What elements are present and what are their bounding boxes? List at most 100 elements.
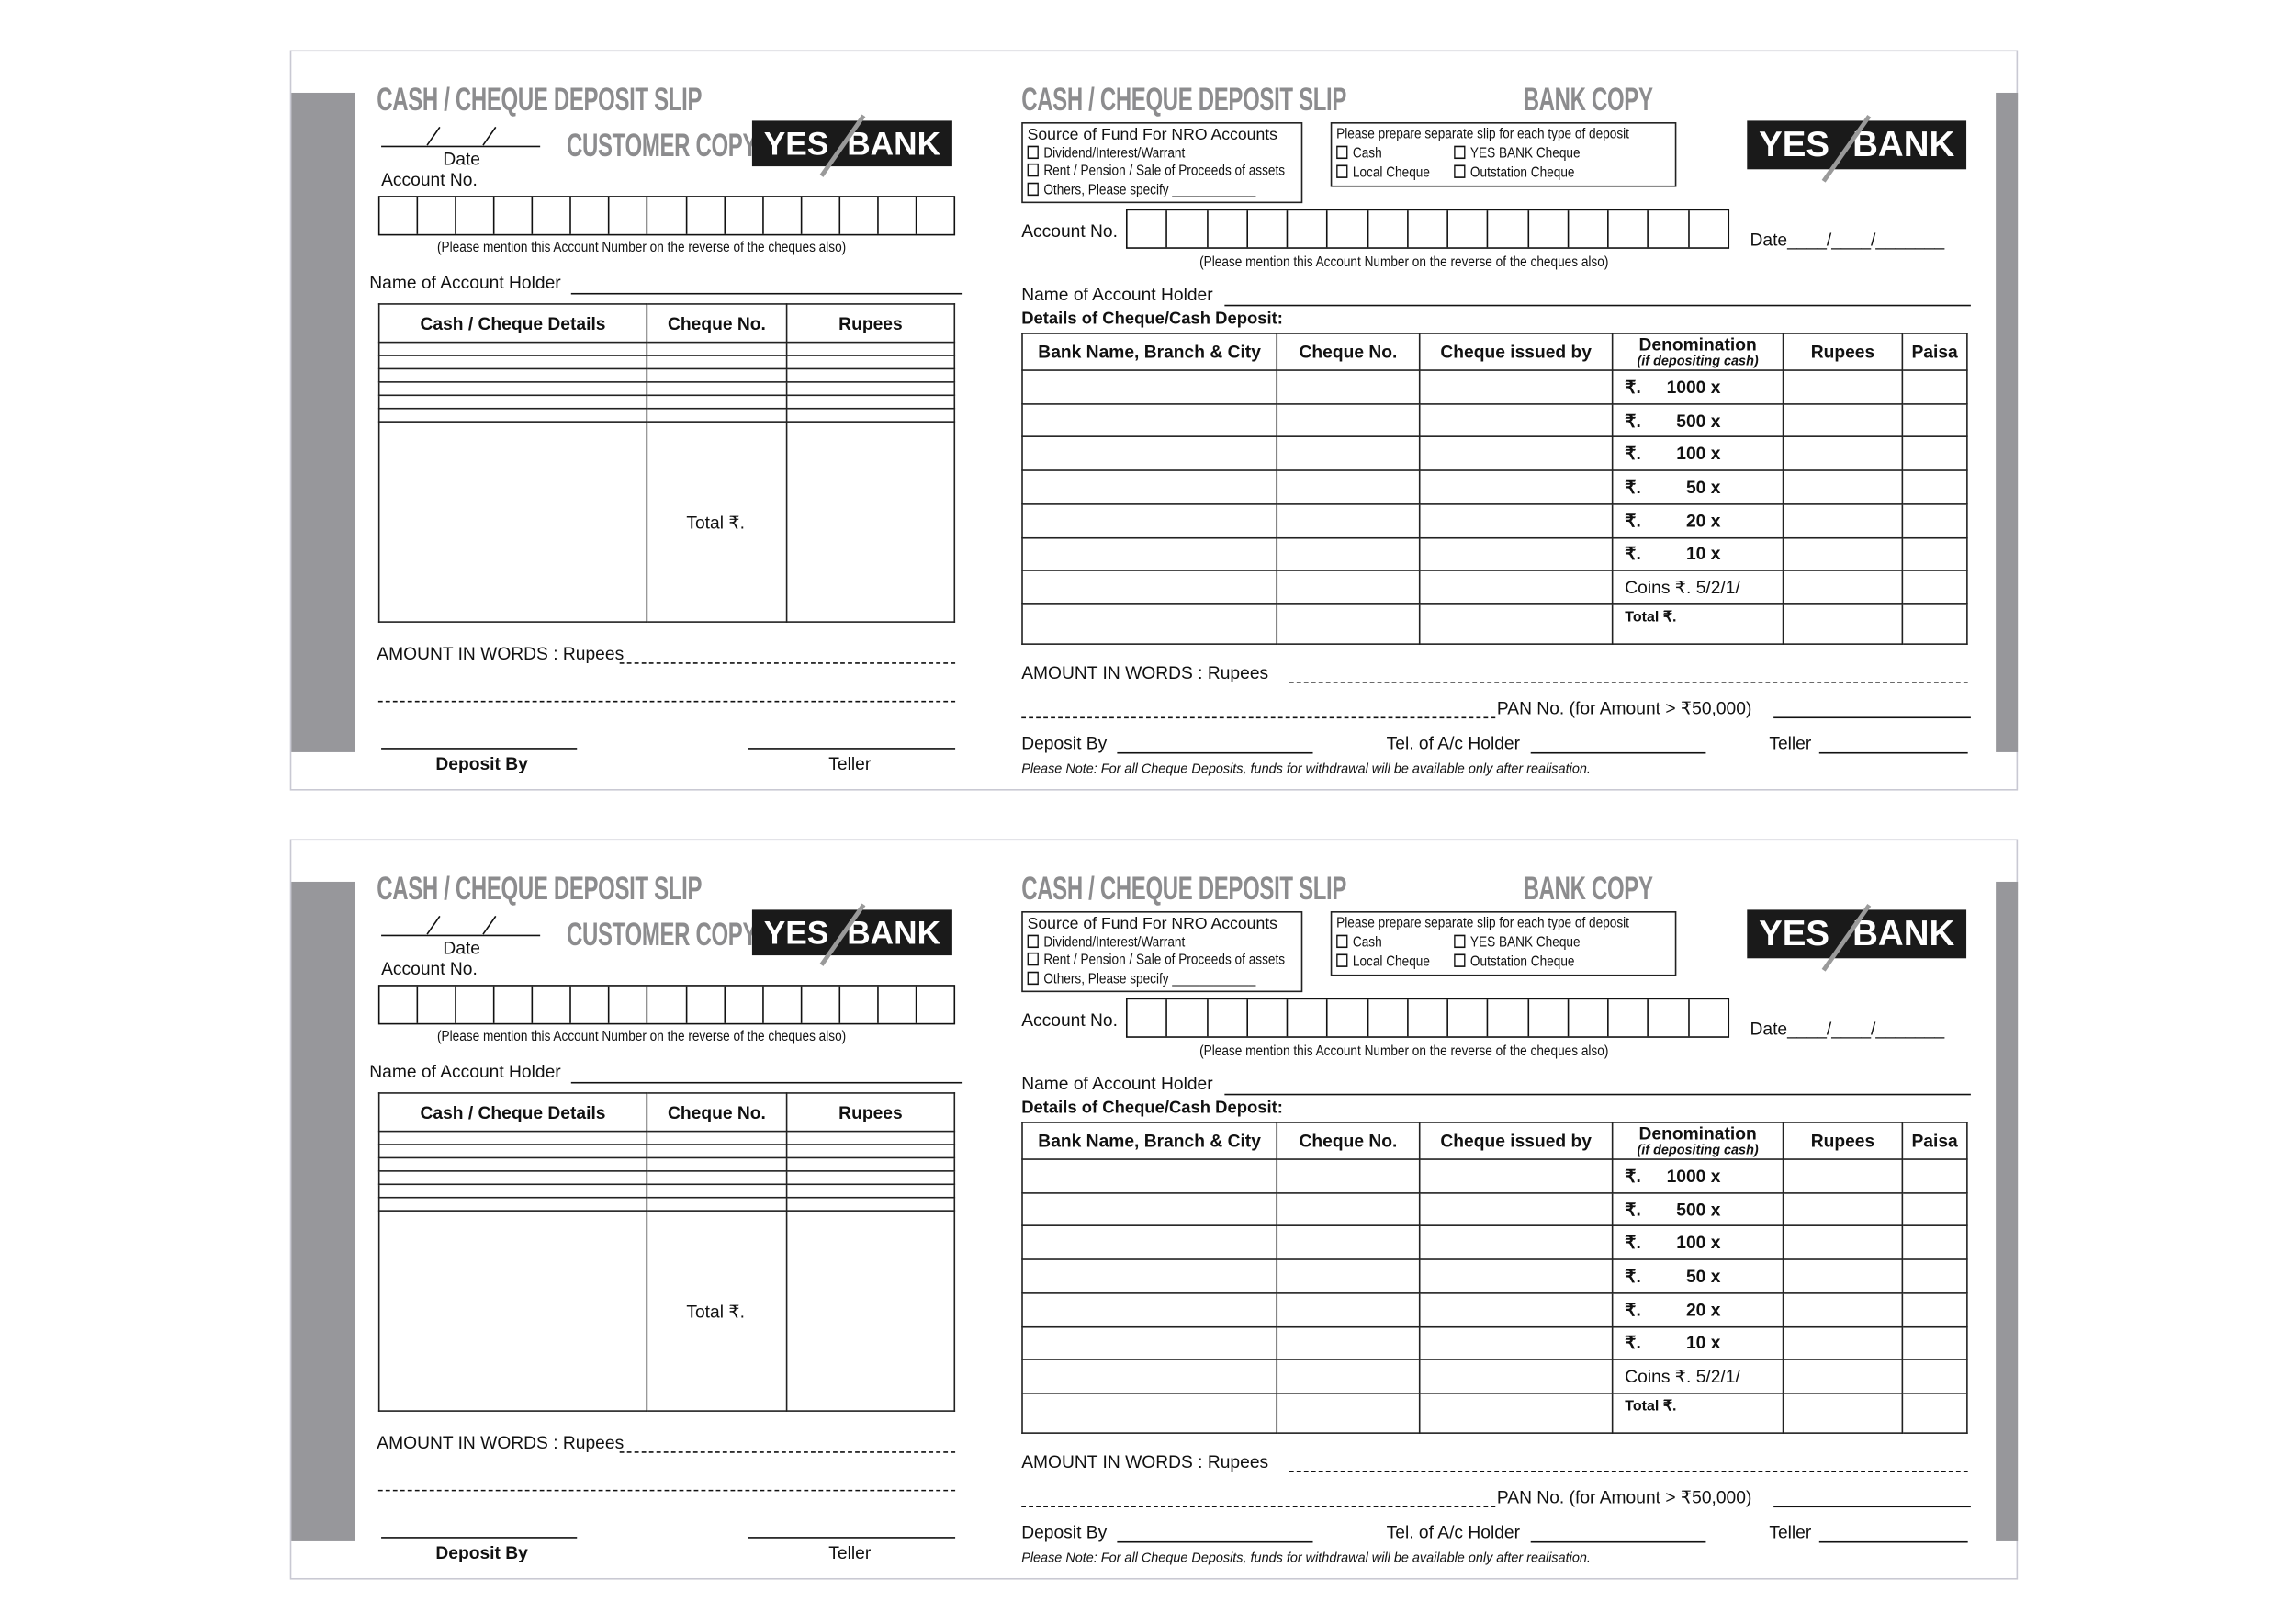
nro-option[interactable]: Dividend/Interest/Warrant bbox=[1027, 144, 1256, 164]
denomination-subtitle: (if depositing cash) bbox=[1637, 352, 1759, 367]
bank-teller-field[interactable] bbox=[1818, 751, 1968, 754]
checkbox[interactable] bbox=[1027, 181, 1039, 196]
tel-field[interactable] bbox=[1530, 1540, 1706, 1543]
table-row: ₹. 500 x bbox=[1021, 402, 1968, 438]
column-header: Cheque No. bbox=[1276, 1122, 1421, 1160]
customer-amount-words-field[interactable] bbox=[619, 1451, 956, 1453]
table-row: ₹. 10 x bbox=[1021, 536, 1968, 572]
deposit-type-option[interactable]: YES BANK Cheque bbox=[1454, 144, 1581, 164]
checkbox[interactable] bbox=[1027, 933, 1039, 948]
bank-amount-words-field[interactable] bbox=[1289, 682, 1968, 683]
bank-holder-field[interactable] bbox=[1224, 304, 1971, 307]
checkbox[interactable] bbox=[1027, 952, 1039, 966]
date-slash bbox=[426, 126, 441, 146]
customer-date-field[interactable] bbox=[381, 934, 541, 937]
bank-teller-field[interactable] bbox=[1818, 1540, 1968, 1543]
bank-account-note: (Please mention this Account Number on t… bbox=[1199, 254, 1609, 271]
bank-date-field[interactable]: Date____/____/_______ bbox=[1750, 230, 1945, 251]
customer-teller-field[interactable] bbox=[748, 748, 956, 750]
nro-option[interactable]: Dividend/Interest/Warrant bbox=[1027, 933, 1256, 953]
deposit-type-option[interactable]: YES BANK Cheque bbox=[1454, 933, 1581, 953]
bank-account-boxes[interactable] bbox=[1125, 209, 1730, 249]
withdrawal-note: Please Note: For all Cheque Deposits, fu… bbox=[1021, 1550, 1591, 1565]
customer-deposit-by-label: Deposit By bbox=[435, 1542, 528, 1563]
pan-field[interactable] bbox=[1773, 1506, 1971, 1508]
tel-field[interactable] bbox=[1530, 751, 1706, 754]
nro-option[interactable]: Others, Please specify ____________ bbox=[1027, 181, 1256, 200]
nro-option[interactable]: Rent / Pension / Sale of Proceeds of ass… bbox=[1027, 952, 1285, 971]
coins-label: Coins ₹. 5/2/1/ bbox=[1611, 570, 1784, 605]
customer-slip-title: CASH / CHEQUE DEPOSIT SLIP bbox=[377, 81, 703, 118]
bank-deposit-by-field[interactable] bbox=[1117, 1540, 1313, 1543]
total-label: Total ₹. bbox=[1611, 603, 1784, 645]
nro-option[interactable]: Rent / Pension / Sale of Proceeds of ass… bbox=[1027, 163, 1285, 182]
customer-deposit-by-field[interactable] bbox=[381, 748, 578, 750]
column-header: Cash / Cheque Details bbox=[377, 303, 648, 344]
nro-source-title: Source of Fund For NRO Accounts bbox=[1027, 915, 1278, 934]
deposit-type-box: Please prepare separate slip for each ty… bbox=[1330, 122, 1677, 187]
table-row bbox=[377, 1156, 956, 1172]
customer-amount-words-field-2[interactable] bbox=[377, 1489, 956, 1492]
right-gray-bar bbox=[1996, 92, 2019, 752]
deposit-type-option[interactable]: Cash bbox=[1336, 144, 1382, 161]
table-row bbox=[377, 1170, 956, 1186]
customer-holder-field[interactable] bbox=[570, 1081, 963, 1084]
right-gray-bar bbox=[1996, 881, 2019, 1541]
denomination: 50 x bbox=[1685, 477, 1721, 498]
bank-amount-words-field-2[interactable] bbox=[1021, 1506, 1496, 1508]
bank-date-field[interactable]: Date____/____/_______ bbox=[1750, 1018, 1945, 1040]
customer-account-boxes[interactable] bbox=[377, 196, 956, 236]
bank-account-boxes[interactable] bbox=[1125, 998, 1730, 1038]
yes-bank-logo: YES BANK bbox=[751, 903, 952, 966]
nro-option[interactable]: Others, Please specify ____________ bbox=[1027, 970, 1256, 989]
bank-teller-label: Teller bbox=[1769, 1522, 1812, 1543]
bank-deposit-by-field[interactable] bbox=[1117, 751, 1313, 754]
deposit-type-option[interactable]: Cash bbox=[1336, 933, 1382, 950]
customer-amount-words-field[interactable] bbox=[619, 662, 956, 664]
yes-bank-logo: YES BANK bbox=[1747, 115, 1967, 183]
bank-slip-title: CASH / CHEQUE DEPOSIT SLIP bbox=[1021, 81, 1347, 118]
bank-amount-words-field-2[interactable] bbox=[1021, 716, 1496, 719]
pan-label: PAN No. (for Amount > ₹50,000) bbox=[1496, 697, 1752, 719]
logo-yes: YES bbox=[1759, 124, 1830, 164]
yes-bank-logo: YES BANK bbox=[751, 114, 952, 177]
customer-holder-field[interactable] bbox=[570, 292, 963, 295]
customer-date-label: Date bbox=[443, 937, 481, 959]
customer-amount-words-field-2[interactable] bbox=[377, 700, 956, 703]
deposit-type-box: Please prepare separate slip for each ty… bbox=[1330, 911, 1677, 976]
bank-amount-words-field[interactable] bbox=[1289, 1470, 1968, 1472]
table-row: ₹. 500 x bbox=[1021, 1191, 1968, 1227]
deposit-type-option[interactable]: Outstation Cheque bbox=[1454, 164, 1575, 183]
nro-source-box: Source of Fund For NRO Accounts Dividend… bbox=[1021, 122, 1303, 204]
customer-deposit-by-field[interactable] bbox=[381, 1537, 578, 1539]
table-row: ₹. 20 x bbox=[1021, 502, 1968, 538]
table-row bbox=[377, 394, 956, 410]
deposit-type-option[interactable]: Local Cheque bbox=[1336, 164, 1430, 180]
denomination: 10 x bbox=[1685, 543, 1721, 565]
customer-account-boxes[interactable] bbox=[377, 985, 956, 1025]
pan-field[interactable] bbox=[1773, 716, 1971, 719]
denomination: 10 x bbox=[1685, 1332, 1721, 1354]
table-row: ₹. 10 x bbox=[1021, 1325, 1968, 1361]
customer-date-field[interactable] bbox=[381, 145, 541, 148]
checkbox[interactable] bbox=[1027, 970, 1039, 985]
left-gray-bar bbox=[291, 92, 355, 752]
customer-account-label: Account No. bbox=[381, 169, 478, 190]
bank-holder-field[interactable] bbox=[1224, 1093, 1971, 1096]
denomination: 100 x bbox=[1676, 1232, 1721, 1254]
column-header: Cheque No. bbox=[1276, 333, 1421, 371]
deposit-type-title: Please prepare separate slip for each ty… bbox=[1336, 126, 1629, 143]
checkbox[interactable] bbox=[1027, 163, 1039, 177]
customer-amount-words-label: AMOUNT IN WORDS : Rupees bbox=[377, 643, 625, 664]
customer-deposit-table: Cash / Cheque Details Cheque No. Rupees To… bbox=[377, 1092, 956, 1412]
customer-teller-field[interactable] bbox=[748, 1537, 956, 1539]
date-slash bbox=[482, 915, 497, 935]
checkbox[interactable] bbox=[1027, 144, 1039, 159]
customer-holder-label: Name of Account Holder bbox=[369, 272, 561, 293]
coins-label: Coins ₹. 5/2/1/ bbox=[1611, 1359, 1784, 1394]
deposit-type-option[interactable]: Outstation Cheque bbox=[1454, 953, 1575, 972]
logo-bank: BANK bbox=[1852, 913, 1955, 953]
table-row: ₹. 50 x bbox=[1021, 1258, 1968, 1294]
deposit-type-option[interactable]: Local Cheque bbox=[1336, 953, 1430, 969]
table-row: ₹. 20 x bbox=[1021, 1291, 1968, 1327]
